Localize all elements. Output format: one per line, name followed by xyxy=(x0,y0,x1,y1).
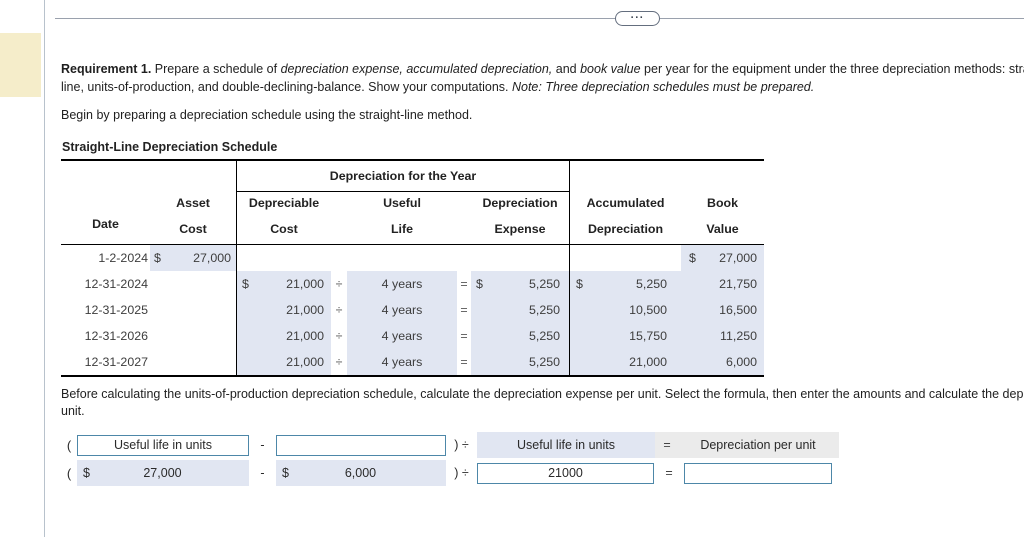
divide-sign: ÷ xyxy=(335,303,343,317)
equals-sign: = xyxy=(663,438,671,452)
cell-asset-cost xyxy=(150,271,236,297)
cell-accumulated-depreciation[interactable]: 21,000 xyxy=(570,349,681,375)
cell-depreciation-expense[interactable]: 5,250 xyxy=(471,297,569,323)
equals-sign xyxy=(457,245,471,271)
top-divider xyxy=(55,18,1024,19)
residual-amount-cell[interactable]: $ 6,000 xyxy=(276,460,446,486)
divide-sign: ÷ xyxy=(335,355,343,369)
cost-amount-cell[interactable]: $ 27,000 xyxy=(77,460,249,486)
minus-sign: - xyxy=(260,438,265,452)
ellipsis-icon: ... xyxy=(630,9,645,21)
uop-instruction-text: Before calculating the units-of-producti… xyxy=(61,387,1024,418)
cell-depreciation-expense[interactable]: 5,250 xyxy=(471,323,569,349)
cell-useful-life[interactable]: 4 years xyxy=(347,271,457,297)
cell-book-value[interactable]: 21,750 xyxy=(681,271,764,297)
divide-sign xyxy=(331,245,347,271)
begin-instruction-text: Begin by preparing a depreciation schedu… xyxy=(61,108,473,122)
cell-depreciation-expense[interactable]: $5,250 xyxy=(471,271,569,297)
dollar-sign: $ xyxy=(282,466,289,480)
table-row: 12-31-2027 21,000 ÷ 4 years = 5,250 21,0… xyxy=(61,349,764,375)
equals-sign: = xyxy=(460,277,468,291)
requirement-text: Requirement 1. Prepare a schedule of dep… xyxy=(61,62,1024,94)
cell-date: 12-31-2024 xyxy=(84,277,148,291)
cell-accumulated-depreciation[interactable]: $5,250 xyxy=(570,271,681,297)
divide-sign: ÷ xyxy=(335,277,343,291)
cream-highlight-block xyxy=(0,33,41,97)
table-row: 12-31-2025 21,000 ÷ 4 years = 5,250 10,5… xyxy=(61,297,764,323)
equals-sign: = xyxy=(460,355,468,369)
cell-book-value[interactable]: 6,000 xyxy=(681,349,764,375)
cell-asset-cost xyxy=(150,349,236,375)
table-row: 12-31-2024 $21,000 ÷ 4 years = $5,250 $5… xyxy=(61,271,764,297)
cell-depreciable-cost[interactable]: 21,000 xyxy=(237,297,331,323)
more-options-button[interactable]: ... xyxy=(615,9,660,26)
open-paren-label: ( xyxy=(66,437,72,453)
close-paren-divide-label: ) ÷ xyxy=(454,438,469,452)
straight-line-schedule-table: Depreciation for the Year Date Asset Cost… xyxy=(61,159,764,377)
cell-useful-life[interactable]: 4 years xyxy=(347,297,457,323)
table-row: 12-31-2026 21,000 ÷ 4 years = 5,250 15,7… xyxy=(61,323,764,349)
group-spacer-right xyxy=(569,161,764,192)
open-paren-label: ( xyxy=(66,465,72,481)
dollar-sign: $ xyxy=(83,466,90,480)
uop-formula: ( Useful life in units - ) ÷ Useful life… xyxy=(61,432,839,486)
depreciation-per-unit-input[interactable] xyxy=(684,462,832,484)
cell-date: 12-31-2026 xyxy=(84,329,148,343)
formula-select-residual[interactable] xyxy=(276,434,446,456)
equals-sign: = xyxy=(665,466,673,480)
header-book-value: Book Value xyxy=(706,196,739,236)
header-date: Date xyxy=(92,217,119,231)
cell-asset-cost xyxy=(150,297,236,323)
cell-depreciable-cost[interactable]: 21,000 xyxy=(237,323,331,349)
header-depreciation-expense: Depreciation Expense xyxy=(482,196,558,236)
header-accumulated-depreciation: Accumulated Depreciation xyxy=(586,196,665,236)
result-label-strip: = Depreciation per unit xyxy=(655,432,839,458)
group-header-depreciation-for-year: Depreciation for the Year xyxy=(236,161,569,192)
divide-sign: ÷ xyxy=(335,329,343,343)
equals-sign: = xyxy=(460,303,468,317)
equals-sign: = xyxy=(460,329,468,343)
header-depreciable-cost: Depreciable Cost xyxy=(248,196,320,236)
cell-book-value[interactable]: $27,000 xyxy=(681,245,764,271)
cell-book-value[interactable]: 16,500 xyxy=(681,297,764,323)
units-input[interactable] xyxy=(477,462,654,484)
cell-asset-cost[interactable]: $27,000 xyxy=(150,245,236,271)
result-label: Depreciation per unit xyxy=(700,438,816,452)
formula-select-cost[interactable]: Useful life in units xyxy=(77,434,249,456)
header-useful-life: Useful Life xyxy=(383,196,421,236)
schedule-title: Straight-Line Depreciation Schedule xyxy=(62,140,278,154)
cell-useful-life[interactable]: 4 years xyxy=(347,323,457,349)
left-vertical-divider xyxy=(44,0,45,537)
cell-accumulated-depreciation[interactable]: 10,500 xyxy=(570,297,681,323)
cell-useful-life[interactable]: 4 years xyxy=(347,349,457,375)
cell-date: 12-31-2025 xyxy=(84,303,148,317)
cell-depreciation-expense xyxy=(471,245,569,271)
cell-date: 12-31-2027 xyxy=(84,355,148,369)
cell-depreciable-cost[interactable]: 21,000 xyxy=(237,349,331,375)
cell-useful-life xyxy=(347,245,457,271)
denominator-label[interactable]: Useful life in units xyxy=(477,432,655,458)
cell-asset-cost xyxy=(150,323,236,349)
cell-accumulated-depreciation[interactable]: 15,750 xyxy=(570,323,681,349)
cell-accumulated-depreciation xyxy=(570,245,681,271)
header-asset-cost: Asset Cost xyxy=(176,196,210,236)
close-paren-divide-label: ) ÷ xyxy=(454,466,469,480)
cell-book-value[interactable]: 11,250 xyxy=(681,323,764,349)
group-spacer-left xyxy=(61,161,236,192)
cell-depreciable-cost xyxy=(237,245,331,271)
cell-depreciable-cost[interactable]: $21,000 xyxy=(237,271,331,297)
cell-date: 1-2-2024 xyxy=(98,251,148,265)
table-row: 1-2-2024 $27,000 $27,000 xyxy=(61,245,764,271)
minus-sign: - xyxy=(260,466,265,480)
cell-depreciation-expense[interactable]: 5,250 xyxy=(471,349,569,375)
